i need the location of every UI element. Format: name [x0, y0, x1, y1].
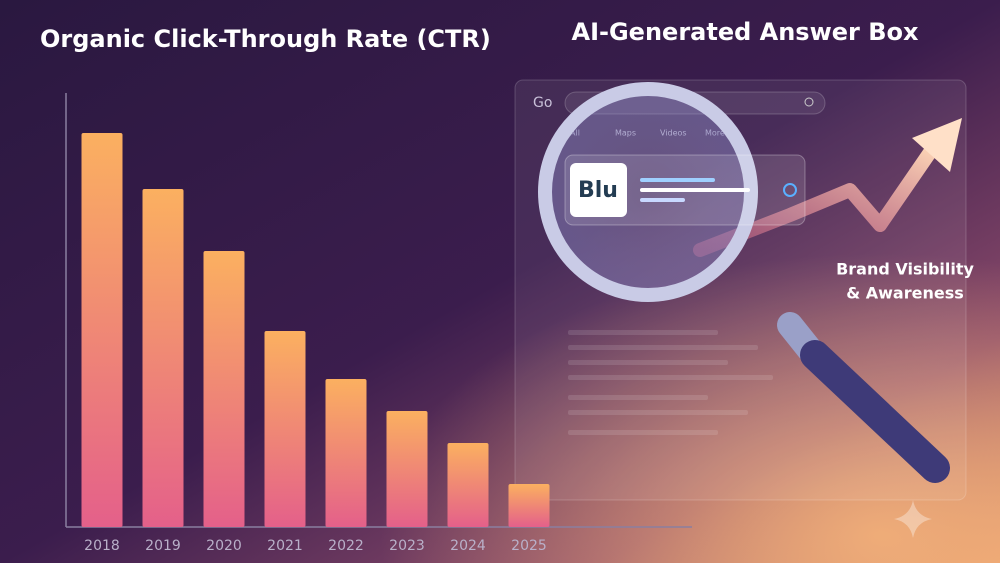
magnifier: [538, 82, 950, 483]
bar: [81, 133, 123, 527]
result-lines: [568, 330, 773, 435]
bar: [386, 411, 428, 527]
search-icon: [804, 97, 814, 107]
bar: [508, 484, 550, 527]
x-tick-label: 2024: [450, 538, 486, 554]
bar: [142, 189, 184, 527]
x-tick-label: 2020: [206, 538, 242, 554]
chart-title: Organic Click-Through Rate (CTR): [40, 25, 491, 53]
callout-line: & Awareness: [846, 284, 964, 303]
x-tick-label: 2023: [389, 538, 425, 554]
trend-arrow: [693, 118, 962, 257]
answer-box-title: AI-Generated Answer Box: [572, 18, 919, 46]
x-tick-label: 2025: [511, 538, 547, 554]
search-logo: Go: [533, 95, 552, 111]
x-tick-label: 2021: [267, 538, 303, 554]
brand-logo: Blu: [578, 178, 618, 203]
x-tick-label: 2022: [328, 538, 364, 554]
callout-line: Brand Visibility: [836, 260, 974, 279]
bar: [203, 251, 245, 527]
bar: [447, 443, 489, 527]
bar: [264, 331, 306, 527]
bars: 2018 2019 2020 2021 2022 2023 2024 2025: [81, 133, 550, 554]
x-tick-label: 2019: [145, 538, 181, 554]
bar: [325, 379, 367, 527]
x-tick-label: 2018: [84, 538, 120, 554]
sparkle: [894, 500, 932, 538]
